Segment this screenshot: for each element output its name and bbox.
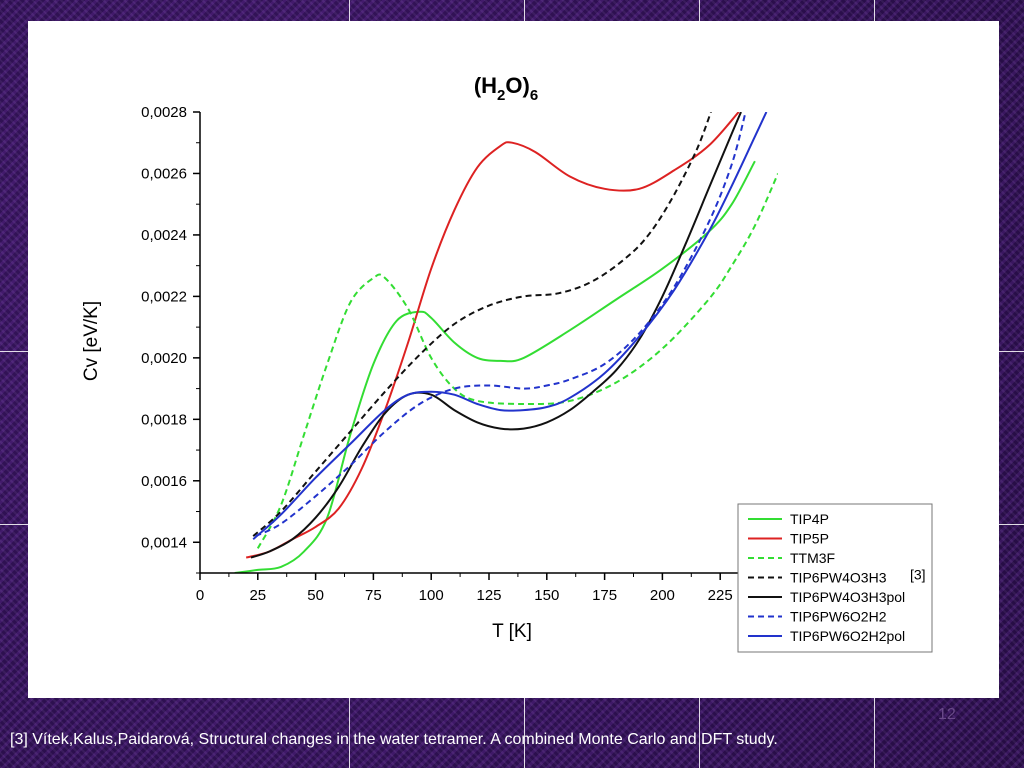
y-tick-label: 0,0024 [141,227,187,244]
legend-citation: [3] [910,567,926,583]
x-tick-label: 225 [708,587,733,604]
legend-label: TIP5P [790,531,829,547]
y-tick-label: 0,0014 [141,534,187,551]
x-tick-label: 25 [249,587,266,604]
chart-title: (H2O)6 [474,73,538,104]
x-tick-label: 200 [650,587,675,604]
y-axis-label: Cv [eV/K] [81,301,102,381]
series-line [255,112,747,538]
legend: TIP4P TIP5P TTM3F TIP6PW4O3H3 TIP6PW4O3H3pol… [737,503,933,653]
content-panel: (H2O)6 0,0014 0,0016 0,0018 0,0020 0,0022 0,0… [28,21,999,698]
legend-label: TIP6PW6O2H2 [790,609,887,625]
page-number: 12 [938,706,956,723]
x-tick-label: 50 [307,587,324,604]
y-tick-label: 0,0020 [141,350,187,367]
plot-area [234,112,778,573]
legend-label: TTM3F [790,550,835,566]
legend-label: TIP6PW4O3H3pol [790,589,905,605]
series-line [250,112,742,559]
x-tick-label: 0 [196,587,204,604]
series-line [252,112,712,537]
y-tick-label: 0,0016 [141,473,187,490]
legend-label: TIP6PW4O3H3 [790,570,887,586]
x-axis-label: T [K] [492,621,532,642]
legend-label: TIP4P [790,511,829,527]
y-tick-label: 0,0026 [141,165,187,182]
axes: 0,0014 0,0016 0,0018 0,0020 0,0022 0,0024 0,00… [141,104,778,604]
x-tick-label: 100 [419,587,444,604]
series-line [256,173,778,549]
x-tick-label: 75 [365,587,382,604]
y-tick-label: 0,0018 [141,411,187,428]
heat-capacity-chart: (H2O)6 0,00140,00160,00180,00200,00220,0… [81,73,933,653]
x-tick-label: 150 [534,587,559,604]
series-line [245,112,740,559]
y-tick-label: 0,0028 [141,104,187,121]
legend-label: TIP6PW6O2H2pol [790,628,905,644]
y-tick-label: 0,0022 [141,288,187,305]
series-line [252,112,768,540]
x-tick-label: 125 [476,587,501,604]
series-line [234,160,756,573]
x-tick-label: 175 [592,587,617,604]
footnote-citation: [3] Vítek,Kalus,Paidarová, Structural ch… [10,731,778,748]
